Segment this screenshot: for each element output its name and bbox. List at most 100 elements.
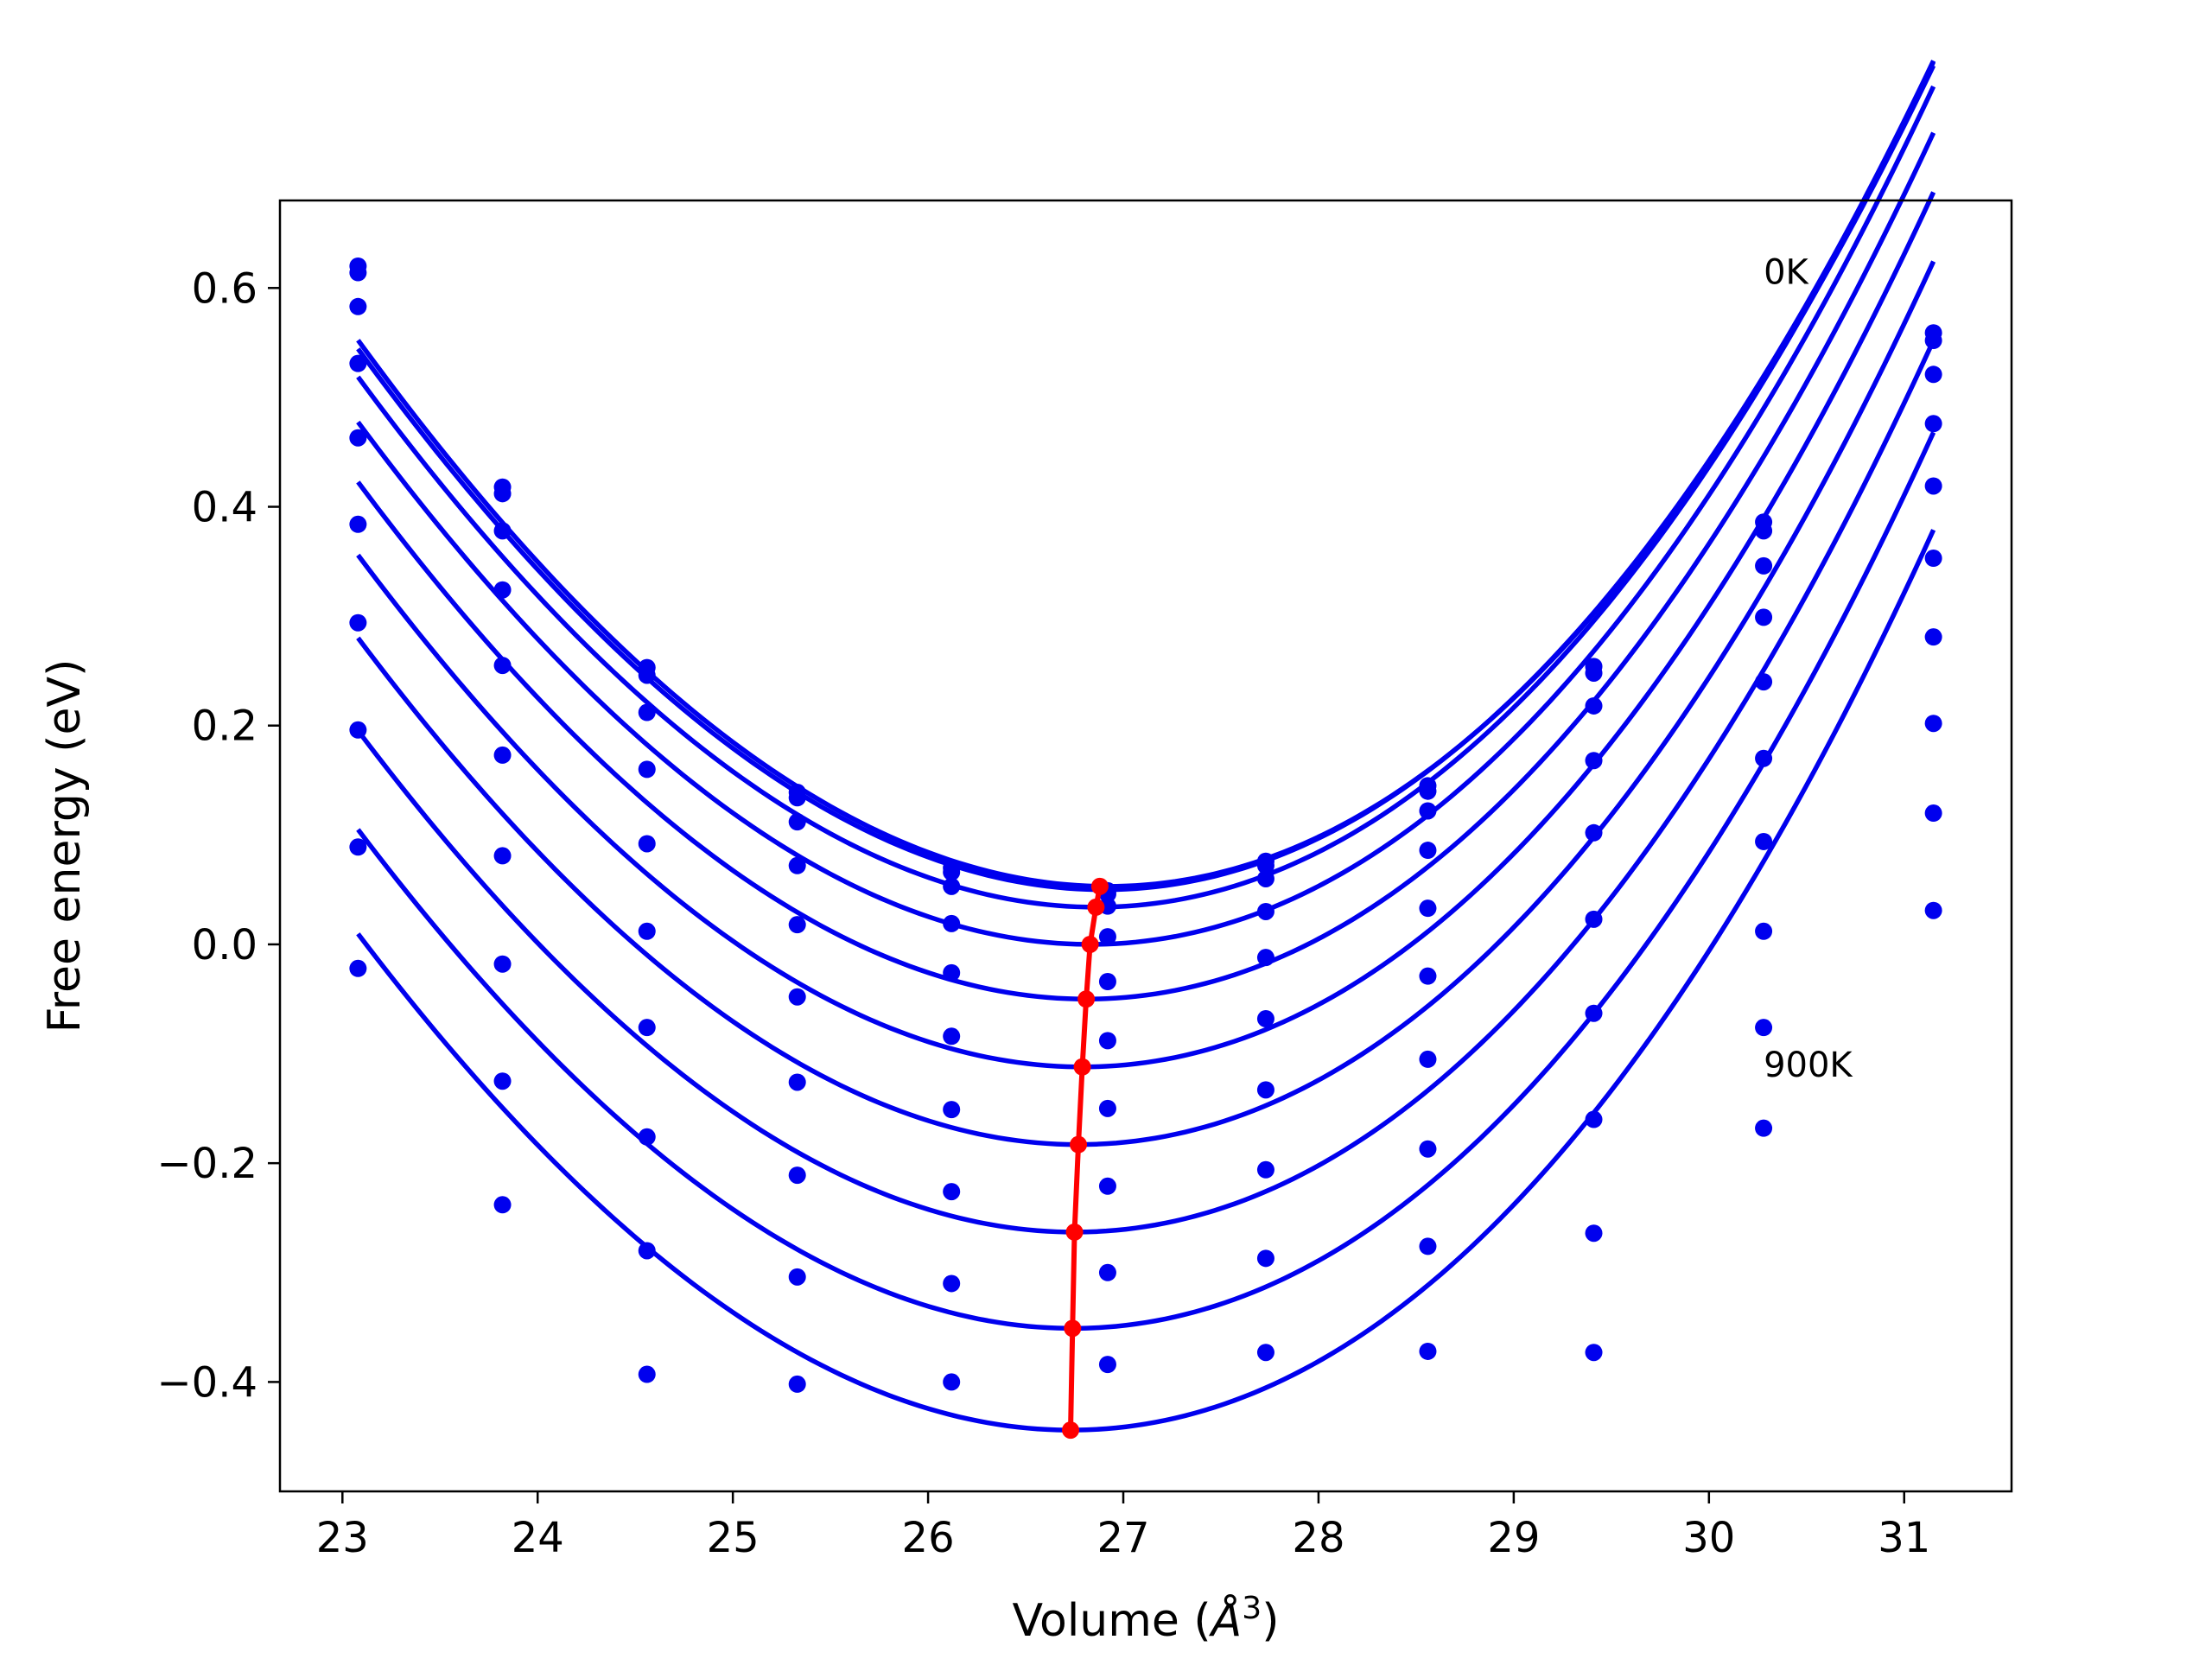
data-point-900K-6 — [1256, 1344, 1274, 1362]
data-point-900K-9 — [1755, 1119, 1773, 1137]
data-point-700K-9 — [1755, 922, 1773, 940]
data-point-300K-6 — [1256, 902, 1274, 920]
fit-curve-600K — [356, 260, 1936, 1147]
data-point-800K-4 — [943, 1274, 961, 1293]
data-point-200K-0 — [349, 297, 367, 315]
data-point-400K-6 — [1256, 949, 1274, 967]
data-point-100K-4 — [943, 863, 961, 881]
data-point-900K-10 — [1924, 901, 1942, 919]
data-point-500K-10 — [1924, 550, 1942, 568]
data-point-700K-7 — [1419, 1140, 1437, 1158]
y-axis-title: Free energy (eV) — [39, 659, 91, 1033]
fit-curve-200K — [356, 60, 1936, 910]
data-point-600K-10 — [1924, 628, 1942, 646]
data-point-900K-0 — [349, 959, 367, 977]
data-point-700K-4 — [943, 1183, 961, 1201]
x-tick-label-31: 31 — [1878, 1514, 1930, 1562]
fit-curve-400K — [356, 131, 1936, 1002]
data-point-800K-1 — [493, 1072, 512, 1090]
data-point-300K-0 — [349, 354, 367, 372]
data-point-300K-9 — [1755, 608, 1773, 626]
data-point-900K-2 — [638, 1365, 656, 1383]
y-tick-label-5: 0.6 — [192, 264, 257, 313]
plot-layer — [349, 60, 1942, 1440]
fit-curve-700K — [356, 339, 1936, 1235]
data-point-600K-0 — [349, 613, 367, 632]
axes-layer: 23 24 25 26 27 28 29 30 31 −0.4 −0.2 0.0 0.2 0.4 0.6 — [156, 264, 1930, 1562]
data-point-500K-6 — [1256, 1010, 1274, 1028]
annotation-900k: 900K — [1764, 1046, 1853, 1085]
data-point-800K-7 — [1419, 1237, 1437, 1255]
y-tick-label-2: 0.0 — [192, 921, 257, 969]
data-point-200K-3 — [788, 813, 806, 831]
data-point-900K-3 — [788, 1375, 806, 1393]
data-point-600K-7 — [1419, 1050, 1437, 1068]
minimum-point-4 — [1073, 1058, 1091, 1076]
data-point-900K-1 — [493, 1196, 512, 1214]
data-point-300K-3 — [788, 856, 806, 874]
x-tick-label-25: 25 — [707, 1514, 760, 1562]
data-point-700K-0 — [349, 721, 367, 739]
data-point-300K-1 — [493, 581, 512, 599]
data-point-800K-3 — [788, 1268, 806, 1286]
minimum-point-3 — [1077, 990, 1096, 1008]
data-point-900K-7 — [1419, 1342, 1437, 1360]
data-point-400K-0 — [349, 429, 367, 447]
minimum-point-5 — [1070, 1135, 1088, 1154]
data-point-500K-1 — [493, 746, 512, 764]
y-tick-label-1: −0.2 — [156, 1140, 257, 1188]
fit-curve-100K — [356, 60, 1936, 893]
fit-curve-800K — [356, 431, 1936, 1332]
data-point-100K-6 — [1256, 856, 1274, 874]
data-point-200K-9 — [1755, 556, 1773, 575]
data-point-400K-3 — [788, 916, 806, 934]
data-point-100K-8 — [1585, 664, 1603, 682]
data-point-600K-1 — [493, 847, 512, 865]
data-point-500K-5 — [1098, 1032, 1116, 1050]
minimum-point-6 — [1065, 1223, 1084, 1241]
data-point-200K-4 — [943, 877, 961, 895]
data-point-300K-5 — [1098, 928, 1116, 946]
data-point-100K-0 — [349, 264, 367, 282]
annotation-0k: 0K — [1764, 252, 1809, 292]
x-tick-label-30: 30 — [1682, 1514, 1735, 1562]
data-point-400K-4 — [943, 963, 961, 982]
x-tick-label-26: 26 — [902, 1514, 955, 1562]
data-point-500K-3 — [788, 988, 806, 1006]
x-axis-title-exponent: 3 — [1242, 1591, 1262, 1626]
x-tick-label-28: 28 — [1292, 1514, 1344, 1562]
x-tick-label-23: 23 — [316, 1514, 369, 1562]
data-point-400K-5 — [1098, 973, 1116, 990]
x-tick-label-29: 29 — [1487, 1514, 1540, 1562]
data-point-200K-6 — [1256, 869, 1274, 887]
y-tick-label-0: −0.4 — [156, 1358, 257, 1407]
data-point-900K-8 — [1585, 1344, 1603, 1362]
data-point-800K-9 — [1755, 1019, 1773, 1037]
data-point-600K-4 — [943, 1101, 961, 1119]
data-point-100K-3 — [788, 789, 806, 807]
data-point-400K-1 — [493, 657, 512, 675]
x-axis-title-close: ) — [1262, 1595, 1279, 1647]
minimum-point-2 — [1081, 935, 1099, 953]
data-point-600K-2 — [638, 1019, 656, 1037]
data-point-900K-4 — [943, 1373, 961, 1391]
y-tick-label-4: 0.4 — [192, 484, 257, 532]
minimum-point-1 — [1087, 898, 1105, 916]
data-point-800K-5 — [1098, 1263, 1116, 1281]
minimum-point-7 — [1064, 1319, 1082, 1338]
data-point-400K-7 — [1419, 899, 1437, 918]
data-point-300K-4 — [943, 914, 961, 932]
data-point-700K-10 — [1924, 715, 1942, 733]
data-point-400K-2 — [638, 835, 656, 853]
data-point-800K-10 — [1924, 804, 1942, 823]
plot-frame — [278, 199, 2013, 1493]
x-axis-title-main: Volume ( — [1013, 1595, 1211, 1647]
data-point-700K-1 — [493, 955, 512, 973]
data-point-500K-2 — [638, 922, 656, 940]
data-point-700K-6 — [1256, 1160, 1274, 1179]
data-point-600K-9 — [1755, 832, 1773, 850]
data-point-100K-1 — [493, 485, 512, 503]
data-point-600K-3 — [788, 1073, 806, 1091]
